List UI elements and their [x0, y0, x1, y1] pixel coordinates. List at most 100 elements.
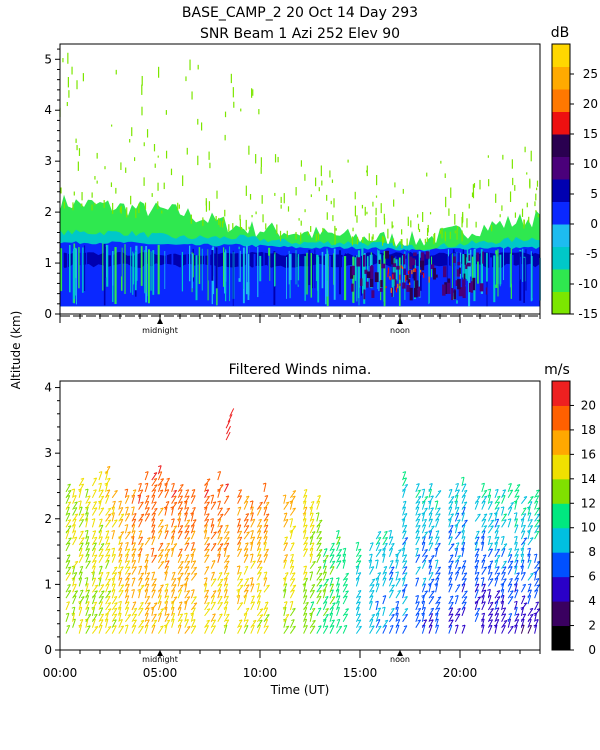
wind-barb	[263, 571, 268, 581]
wind-barb	[257, 608, 264, 617]
winds-colorbar-label: 10	[581, 521, 596, 535]
wind-barb	[316, 524, 321, 534]
wind-barb-flag	[357, 619, 361, 622]
wind-barb-flag	[535, 530, 539, 533]
wind-barb	[336, 530, 340, 540]
snr-strong-cell	[425, 251, 430, 259]
wind-barb	[138, 602, 144, 611]
wind-barb-flag	[508, 548, 512, 550]
wind-barb	[171, 501, 178, 510]
wind-barb	[91, 571, 95, 581]
wind-barb-flag	[173, 525, 177, 528]
wind-barb	[177, 624, 182, 634]
wind-barb	[507, 618, 512, 628]
wind-barb	[243, 613, 248, 622]
wind-barb-flag	[93, 489, 97, 492]
wind-barb	[217, 578, 224, 587]
wind-barb-flag	[417, 524, 421, 527]
wind-barb	[309, 536, 314, 546]
wind-barb	[229, 408, 235, 417]
wind-barb	[217, 500, 221, 510]
wind-barb	[65, 525, 72, 534]
wind-barb-flag	[87, 625, 91, 628]
wind-barb-flag	[113, 625, 117, 628]
wind-barb-flag	[226, 536, 230, 539]
snr-colorbar-label: 15	[583, 127, 598, 141]
wind-barb	[223, 537, 230, 546]
wind-barb-flag	[126, 548, 130, 551]
wind-barb-flag	[513, 600, 518, 603]
wind-barb-flag	[206, 608, 211, 611]
wind-barb	[85, 530, 89, 540]
wind-barb-flag	[238, 625, 242, 628]
wind-barb-flag	[509, 566, 513, 568]
wind-barb-flag	[186, 537, 190, 540]
wind-barb	[204, 566, 210, 575]
wind-barb	[501, 613, 507, 623]
wind-barb	[329, 566, 335, 575]
snr-colorbar-unit: dB	[551, 25, 570, 41]
snr-strong-cell	[476, 252, 479, 262]
winds-x-tick-label: 05:00	[143, 666, 178, 680]
wind-barb-flag	[225, 542, 229, 545]
wind-barb-flag	[86, 548, 90, 551]
wind-barb	[237, 530, 243, 540]
wind-barb	[72, 495, 77, 504]
wind-barb	[415, 595, 420, 605]
wind-barb-flag	[74, 501, 78, 504]
wind-barb-flag	[179, 495, 183, 498]
wind-barb	[388, 572, 394, 581]
wind-barb-flag	[318, 589, 322, 592]
wind-barb	[164, 613, 170, 623]
wind-barb-flag	[251, 536, 255, 539]
wind-barb	[144, 537, 151, 546]
wind-barb	[171, 584, 177, 593]
wind-barb	[131, 625, 137, 634]
wind-barb-flag	[388, 529, 392, 532]
wind-barb	[382, 619, 389, 628]
wind-barb	[421, 601, 426, 611]
wind-barb	[435, 607, 441, 617]
wind-barb-flag	[496, 590, 501, 593]
wind-barb-flag	[186, 590, 190, 593]
wind-barb	[184, 619, 189, 628]
wind-barb	[144, 513, 151, 522]
wind-barb	[527, 560, 532, 569]
wind-barb	[131, 601, 137, 611]
wind-barb	[223, 555, 230, 564]
wind-barb	[534, 489, 540, 499]
wind-barb-flag	[66, 512, 71, 515]
wind-barb	[494, 530, 499, 540]
wind-barb-flag	[94, 584, 98, 587]
wind-barb	[428, 518, 433, 528]
wind-barb-flag	[502, 613, 506, 616]
wind-barb-flag	[483, 525, 487, 528]
snr-colorbar-label: 25	[583, 67, 598, 81]
wind-barb-flag	[114, 519, 118, 522]
wind-barb-flag	[371, 613, 375, 616]
wind-barb-flag	[124, 624, 129, 627]
wind-barb	[329, 560, 336, 569]
wind-barb	[72, 518, 77, 528]
wind-barb	[507, 596, 514, 605]
wind-barb	[65, 513, 71, 522]
wind-barb	[309, 590, 315, 599]
wind-barb	[375, 572, 382, 581]
wind-barb	[415, 501, 421, 510]
wind-barb	[256, 595, 261, 605]
wind-barb-flag	[477, 513, 481, 516]
wind-barb	[225, 420, 231, 429]
wind-barb-flag	[463, 596, 468, 599]
wind-barb-flag	[185, 542, 190, 545]
wind-barb	[283, 589, 287, 599]
wind-barb-flag	[87, 613, 91, 616]
wind-barb-flag	[131, 577, 136, 580]
wind-barb-flag	[503, 619, 508, 622]
wind-barb	[501, 548, 506, 558]
wind-barb-flag	[179, 613, 183, 616]
wind-barb-flag	[258, 524, 262, 527]
wind-barb	[164, 477, 171, 487]
wind-barb	[461, 490, 468, 499]
wind-barb	[98, 489, 104, 499]
wind-barb-flag	[158, 465, 162, 468]
